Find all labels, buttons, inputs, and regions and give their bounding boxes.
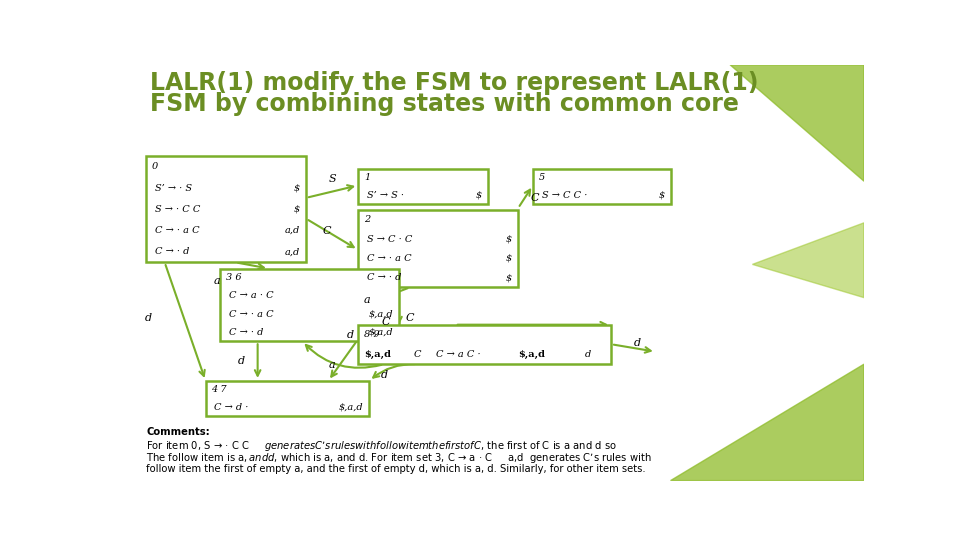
Text: d: d bbox=[145, 313, 152, 323]
Text: d: d bbox=[348, 330, 354, 340]
Text: $,a,d: $,a,d bbox=[369, 309, 393, 319]
Text: S’ → S ·: S’ → S · bbox=[367, 191, 404, 200]
Text: C → d ·: C → d · bbox=[214, 403, 249, 412]
Text: 2: 2 bbox=[364, 215, 371, 225]
Text: 0: 0 bbox=[152, 163, 158, 171]
Text: $: $ bbox=[506, 273, 512, 282]
Text: C: C bbox=[406, 313, 415, 323]
Text: a: a bbox=[213, 276, 220, 286]
FancyBboxPatch shape bbox=[358, 325, 611, 364]
Polygon shape bbox=[753, 223, 864, 298]
Text: C: C bbox=[381, 317, 390, 327]
Text: FSM by combining states with common core: FSM by combining states with common core bbox=[150, 92, 738, 116]
Text: LALR(1) modify the FSM to represent LALR(1): LALR(1) modify the FSM to represent LALR… bbox=[150, 71, 758, 95]
Text: $,a,d: $,a,d bbox=[369, 328, 393, 337]
Text: C → · d: C → · d bbox=[155, 247, 189, 256]
Text: S: S bbox=[328, 174, 336, 184]
FancyBboxPatch shape bbox=[358, 168, 489, 204]
Text: $: $ bbox=[294, 205, 300, 214]
Text: 4 7: 4 7 bbox=[211, 385, 228, 394]
Text: $: $ bbox=[659, 191, 664, 200]
Text: 1: 1 bbox=[364, 173, 371, 182]
Text: $: $ bbox=[506, 254, 512, 263]
Text: S → · C C: S → · C C bbox=[155, 205, 201, 214]
Text: C → · d: C → · d bbox=[229, 328, 264, 337]
FancyBboxPatch shape bbox=[358, 210, 518, 287]
Text: S → C · C: S → C · C bbox=[367, 235, 413, 244]
Text: $: $ bbox=[506, 235, 512, 244]
Text: 5: 5 bbox=[539, 173, 545, 182]
Text: d: d bbox=[634, 339, 640, 348]
Text: d: d bbox=[380, 370, 388, 380]
Text: C → · a C: C → · a C bbox=[155, 226, 200, 235]
Text: $: $ bbox=[294, 184, 300, 193]
Text: C: C bbox=[414, 350, 421, 359]
Text: C → a · C: C → a · C bbox=[229, 291, 274, 300]
Text: For item 0, S → · C C     $   generates C’s rules with follow item the first of : For item 0, S → · C C $ generates C’s ru… bbox=[146, 439, 617, 453]
Text: follow item the first of empty a, and the first of empty d, which is a, d. Simil: follow item the first of empty a, and th… bbox=[146, 464, 646, 474]
Text: C → · d: C → · d bbox=[367, 273, 401, 282]
FancyBboxPatch shape bbox=[533, 168, 670, 204]
Text: S → C C ·: S → C C · bbox=[541, 191, 588, 200]
Text: d: d bbox=[585, 350, 591, 359]
Text: C: C bbox=[531, 193, 540, 203]
Text: 8 9: 8 9 bbox=[364, 330, 379, 339]
Text: $: $ bbox=[476, 191, 482, 200]
Text: $,a,d: $,a,d bbox=[364, 350, 391, 359]
Text: $,a,d: $,a,d bbox=[518, 350, 545, 359]
Text: The follow item is a$, and d$, which is a, and d. For item set 3, C → a · C     : The follow item is a$, and d$, which is … bbox=[146, 451, 652, 465]
Text: 3 6: 3 6 bbox=[227, 273, 242, 282]
Text: C → · a C: C → · a C bbox=[229, 309, 274, 319]
FancyBboxPatch shape bbox=[205, 381, 370, 416]
Text: $,a,d: $,a,d bbox=[339, 403, 363, 412]
Text: C → a C ·: C → a C · bbox=[436, 350, 481, 359]
Polygon shape bbox=[730, 65, 864, 181]
Text: Comments:: Comments: bbox=[146, 427, 210, 436]
Text: C → · a C: C → · a C bbox=[367, 254, 412, 263]
FancyBboxPatch shape bbox=[146, 156, 306, 262]
Text: a: a bbox=[328, 360, 335, 370]
Text: a,d: a,d bbox=[285, 226, 300, 235]
FancyBboxPatch shape bbox=[221, 268, 399, 341]
Text: a: a bbox=[364, 295, 371, 305]
Text: d: d bbox=[238, 356, 245, 366]
Text: C: C bbox=[323, 226, 331, 236]
Polygon shape bbox=[670, 364, 864, 481]
Text: S’ → · S: S’ → · S bbox=[155, 184, 192, 193]
Text: a,d: a,d bbox=[285, 247, 300, 256]
